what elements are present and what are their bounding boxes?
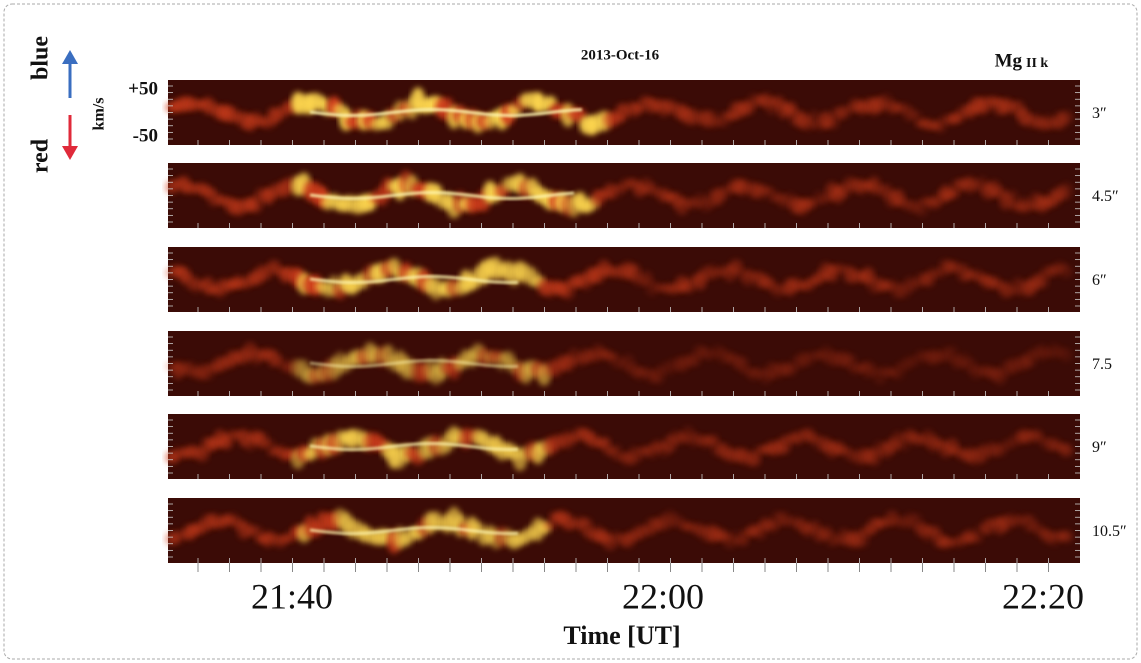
unit-label: km/s (91, 98, 108, 131)
panel-label: 4.5″ (1092, 188, 1119, 205)
spectrogram-panel: 7.5 (165, 331, 1112, 396)
bright-core (309, 274, 519, 285)
spectrogram-panel: 10.5″ (165, 498, 1127, 563)
emission (1005, 189, 1019, 207)
time-tick-label: 22:20 (1002, 576, 1084, 616)
emission (1059, 443, 1073, 457)
panel-label: 9″ (1092, 439, 1107, 456)
time-tick-label: 22:00 (622, 576, 704, 616)
line-ion: II k (1026, 56, 1048, 71)
top-velocity: +50 (128, 78, 158, 99)
emission (543, 521, 557, 531)
panel-label: 6″ (1092, 272, 1107, 289)
title: 2013-Oct-16 (581, 47, 660, 63)
emission (969, 534, 983, 543)
emission (1059, 530, 1073, 543)
spectrogram-panel: 4.5″ (165, 163, 1119, 228)
emission (597, 437, 611, 450)
emission (909, 111, 923, 120)
spectrogram-panel: 6″ (165, 247, 1107, 312)
bright-core (309, 190, 575, 201)
emission (843, 353, 857, 370)
emission (681, 281, 695, 293)
bottom-velocity: -50 (133, 125, 158, 146)
bright-core (309, 358, 519, 369)
bright-core (309, 107, 583, 118)
red-label: red (28, 138, 54, 173)
panel-label: 3″ (1092, 105, 1107, 122)
emission (747, 452, 761, 467)
red-arrow (62, 115, 78, 160)
emission (249, 526, 263, 537)
panel-label: 10.5″ (1092, 523, 1127, 540)
x-label: Time [UT] (563, 621, 680, 650)
emission (633, 102, 647, 113)
spectrogram-panel: 9″ (165, 414, 1107, 479)
emission (1059, 347, 1073, 363)
emission (825, 119, 839, 129)
emission (261, 439, 275, 449)
time-axis: 21:40 22:00 22:20 (197, 563, 1084, 616)
blue-label: blue (28, 36, 54, 80)
time-tick-label: 21:40 (251, 576, 333, 616)
panel-label: 7.5 (1092, 356, 1112, 373)
emission (1059, 110, 1073, 125)
emission (1059, 264, 1073, 278)
blue-arrow (62, 50, 78, 98)
bright-core (309, 525, 519, 536)
bright-core (309, 441, 519, 452)
spectrogram-panel: 3″ (165, 80, 1107, 145)
emission (1059, 182, 1073, 200)
line-element: Mg (995, 50, 1023, 71)
emission (735, 536, 749, 546)
emission (249, 194, 263, 213)
